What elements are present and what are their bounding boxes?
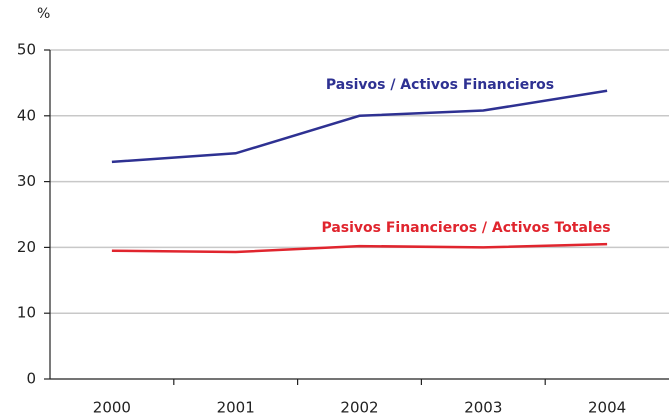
x-tick-label: 2002 <box>340 399 378 416</box>
series-label: Pasivos / Activos Financieros <box>326 77 554 93</box>
series-line <box>111 242 608 254</box>
x-tick-label: 2004 <box>588 399 626 416</box>
series-line <box>111 89 608 164</box>
x-tick-label: 2000 <box>93 399 131 416</box>
y-tick-label: 0 <box>26 370 36 388</box>
y-tick-label: 20 <box>17 238 36 256</box>
y-tick-label: 10 <box>17 304 36 322</box>
y-tick-label: 30 <box>17 172 36 190</box>
series-label: Pasivos Financieros / Activos Totales <box>321 220 610 236</box>
y-axis-label: % <box>37 6 50 22</box>
y-tick-label: 50 <box>17 41 36 59</box>
x-tick-label: 2003 <box>464 399 502 416</box>
x-tick-label: 2001 <box>217 399 255 416</box>
y-tick-label: 40 <box>17 106 36 124</box>
